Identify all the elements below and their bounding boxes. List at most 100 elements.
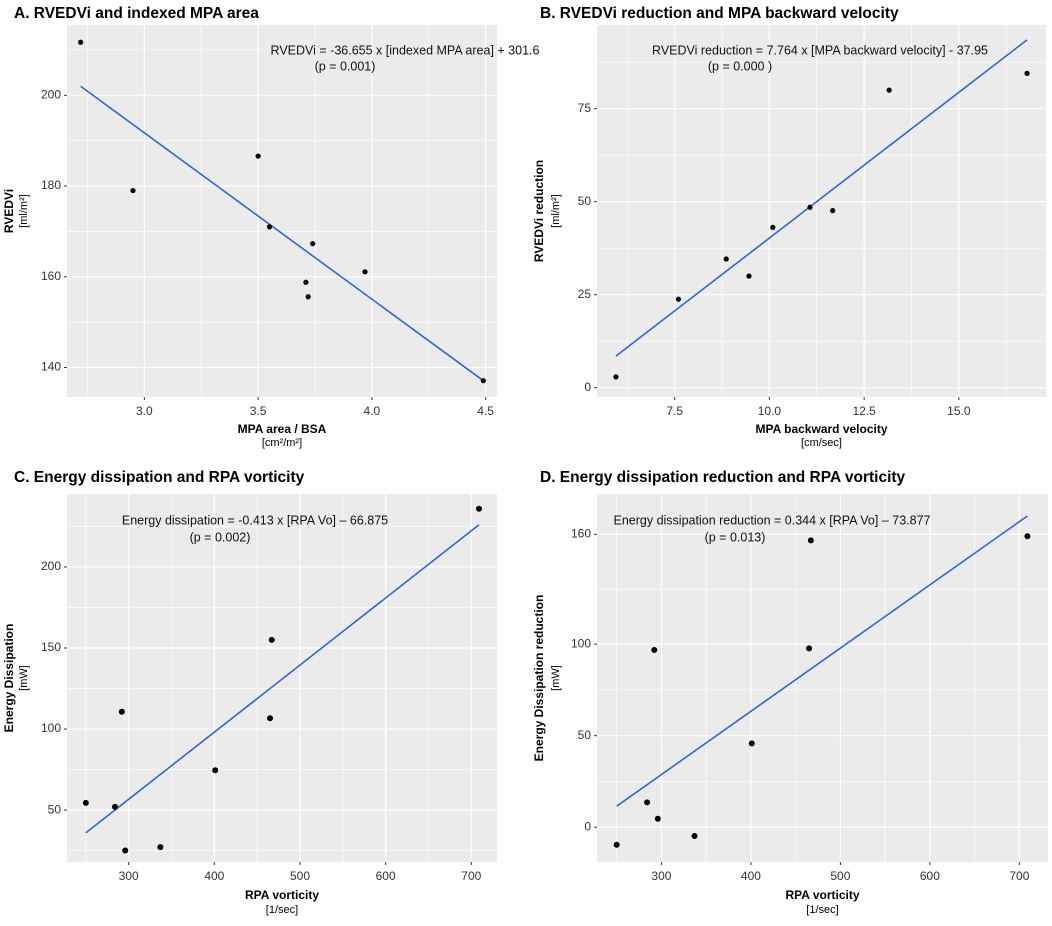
panel-b-x-tick-label: 12.5 bbox=[852, 404, 876, 418]
panel-b-y-axis-unit: [ml/m²] bbox=[550, 194, 562, 228]
panel-a-x-axis-title: MPA area / BSA bbox=[238, 422, 327, 436]
panel-c-minor-gridlines bbox=[67, 494, 497, 862]
panel-d-data-point bbox=[1024, 533, 1031, 540]
panel-d-x-tick-label: 600 bbox=[920, 869, 940, 883]
panel-c-x-ticks: 300 400 500 600 700 bbox=[119, 862, 482, 883]
panel-b-p-value: (p = 0.000 ) bbox=[708, 59, 772, 73]
panel-a-y-tick-label: 200 bbox=[41, 87, 61, 101]
panel-d-minor-gridlines bbox=[597, 494, 1048, 862]
panel-d-p-value: (p = 0.013) bbox=[705, 530, 766, 544]
panel-b-data-point bbox=[675, 296, 682, 302]
panel-b-x-tick-label: 15.0 bbox=[947, 404, 971, 418]
panel-b-data-point bbox=[770, 224, 776, 230]
panel-d-title: D. Energy dissipation reduction and RPA … bbox=[540, 469, 906, 486]
panel-d-y-tick-label: 160 bbox=[571, 526, 591, 540]
panel-a-regression-line bbox=[80, 85, 484, 382]
panel-a-y-tick-label: 140 bbox=[41, 360, 61, 374]
panel-a-data-point bbox=[130, 187, 136, 194]
panel-c-y-axis-title: Energy Dissipation bbox=[2, 624, 16, 733]
panel-b-data-point bbox=[613, 374, 619, 380]
panel-a-plot-area bbox=[67, 25, 497, 397]
panel-d-y-tick-label: 50 bbox=[578, 728, 592, 742]
panel-c-data-point bbox=[118, 708, 125, 715]
panel-b-regression-line bbox=[615, 39, 1028, 357]
panel-a-y-tick-label: 180 bbox=[41, 178, 61, 192]
panel-b-x-ticks: 7.5 10.0 12.5 15.0 bbox=[666, 397, 971, 418]
panel-a-x-axis-unit: [cm²/m²] bbox=[262, 437, 302, 449]
panel-a-data-point bbox=[480, 378, 486, 384]
panel-a-x-ticks: 3.0 3.5 4.0 4.5 bbox=[136, 397, 494, 418]
panel-b-y-tick-label: 75 bbox=[578, 101, 592, 115]
panel-b-data-point bbox=[830, 208, 836, 214]
panel-c-x-tick-label: 600 bbox=[376, 869, 396, 883]
panel-b-minor-gridlines bbox=[597, 25, 1046, 397]
panel-b-y-ticks: 0 25 50 75 bbox=[578, 101, 597, 394]
panel-c-data-point bbox=[212, 767, 219, 774]
panel-d-x-axis-unit: [1/sec] bbox=[806, 904, 838, 916]
panel-d-data-point bbox=[807, 537, 814, 544]
panel-a-minor-gridlines bbox=[67, 25, 497, 397]
panel-b-equation: RVEDVi reduction = 7.764 x [MPA backward… bbox=[652, 43, 988, 57]
panel-b-data-point bbox=[886, 87, 892, 93]
panel-c-equation: Energy dissipation = -0.413 x [RPA Vo] –… bbox=[122, 513, 388, 527]
panel-c-x-tick-label: 400 bbox=[204, 869, 224, 883]
panel-a-y-axis-title: RVEDVi bbox=[2, 189, 16, 233]
panel-d-major-gridlines bbox=[597, 494, 1048, 862]
panel-d-x-tick-label: 300 bbox=[651, 869, 671, 883]
panel-c-data-point bbox=[268, 636, 275, 643]
panel-b-x-axis-unit: [cm/sec] bbox=[801, 437, 842, 449]
panel-a-x-tick-label: 4.5 bbox=[477, 404, 494, 418]
panel-d-data-point bbox=[644, 799, 651, 806]
panel-d-x-tick-label: 700 bbox=[1009, 869, 1029, 883]
panel-c-y-tick-label: 200 bbox=[41, 559, 61, 573]
panel-d-data-point bbox=[806, 645, 813, 652]
panel-a-data-point bbox=[266, 224, 273, 230]
panel-c-data-points bbox=[82, 505, 483, 854]
panel-b-data-point bbox=[807, 204, 813, 210]
panel-c-regression-line bbox=[85, 524, 480, 834]
panel-b-y-tick-label: 25 bbox=[578, 287, 592, 301]
panel-b-x-tick-label: 7.5 bbox=[666, 404, 683, 418]
panel-b-major-gridlines bbox=[597, 25, 1046, 397]
panel-c-data-point bbox=[82, 799, 89, 806]
panel-b-y-tick-label: 0 bbox=[584, 380, 591, 394]
panel-c-data-point bbox=[111, 803, 118, 810]
panel-a-data-point bbox=[305, 294, 311, 300]
panel-d-y-tick-label: 0 bbox=[584, 819, 591, 833]
panel-b-x-tick-label: 10.0 bbox=[758, 404, 782, 418]
panel-c-data-point bbox=[122, 847, 129, 854]
panel-d-regression-line bbox=[616, 515, 1028, 807]
panel-c-y-ticks: 50 100 150 200 bbox=[41, 559, 67, 816]
panel-b-data-point bbox=[746, 273, 752, 279]
panel-d-y-axis-unit: [mW] bbox=[550, 665, 562, 691]
panel-b: B. RVEDVi reduction and MPA backward vel… bbox=[532, 5, 1046, 449]
panel-a-equation: RVEDVi = -36.655 x [indexed MPA area] + … bbox=[271, 43, 540, 57]
panel-d-x-tick-label: 500 bbox=[830, 869, 850, 883]
panel-d-data-point bbox=[748, 740, 755, 747]
panel-b-data-point bbox=[723, 256, 729, 262]
panel-c-data-point bbox=[476, 505, 483, 512]
panel-a-data-point bbox=[255, 153, 261, 159]
panel-a-data-points bbox=[78, 39, 486, 384]
panel-a-x-tick-label: 4.0 bbox=[364, 404, 381, 418]
panel-a-data-point bbox=[362, 269, 368, 275]
panel-d-data-point bbox=[651, 646, 658, 653]
panel-b-data-points bbox=[613, 70, 1030, 380]
panel-a-x-tick-label: 3.5 bbox=[250, 404, 267, 418]
panel-d-data-point bbox=[654, 815, 661, 822]
panel-c-p-value: (p = 0.002) bbox=[190, 530, 251, 544]
panel-d-y-tick-label: 100 bbox=[571, 636, 591, 650]
panel-d-y-ticks: 0 50 100 160 bbox=[571, 526, 597, 833]
panel-c-y-tick-label: 100 bbox=[41, 721, 61, 735]
panel-c-x-tick-label: 300 bbox=[119, 869, 139, 883]
panel-d-x-tick-label: 400 bbox=[741, 869, 761, 883]
panel-d-y-axis-title: Energy Dissipation reduction bbox=[532, 595, 546, 762]
panel-c-y-tick-label: 150 bbox=[41, 640, 61, 654]
panel-a-y-tick-label: 160 bbox=[41, 269, 61, 283]
panel-b-plot-area bbox=[597, 25, 1046, 397]
panel-c-title: C. Energy dissipation and RPA vorticity bbox=[14, 469, 305, 486]
panel-b-y-tick-label: 50 bbox=[578, 194, 592, 208]
panel-a-major-gridlines bbox=[67, 25, 497, 397]
panel-c-x-tick-label: 700 bbox=[461, 869, 481, 883]
